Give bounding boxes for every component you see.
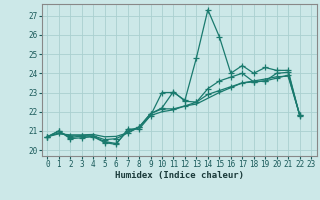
X-axis label: Humidex (Indice chaleur): Humidex (Indice chaleur) bbox=[115, 171, 244, 180]
